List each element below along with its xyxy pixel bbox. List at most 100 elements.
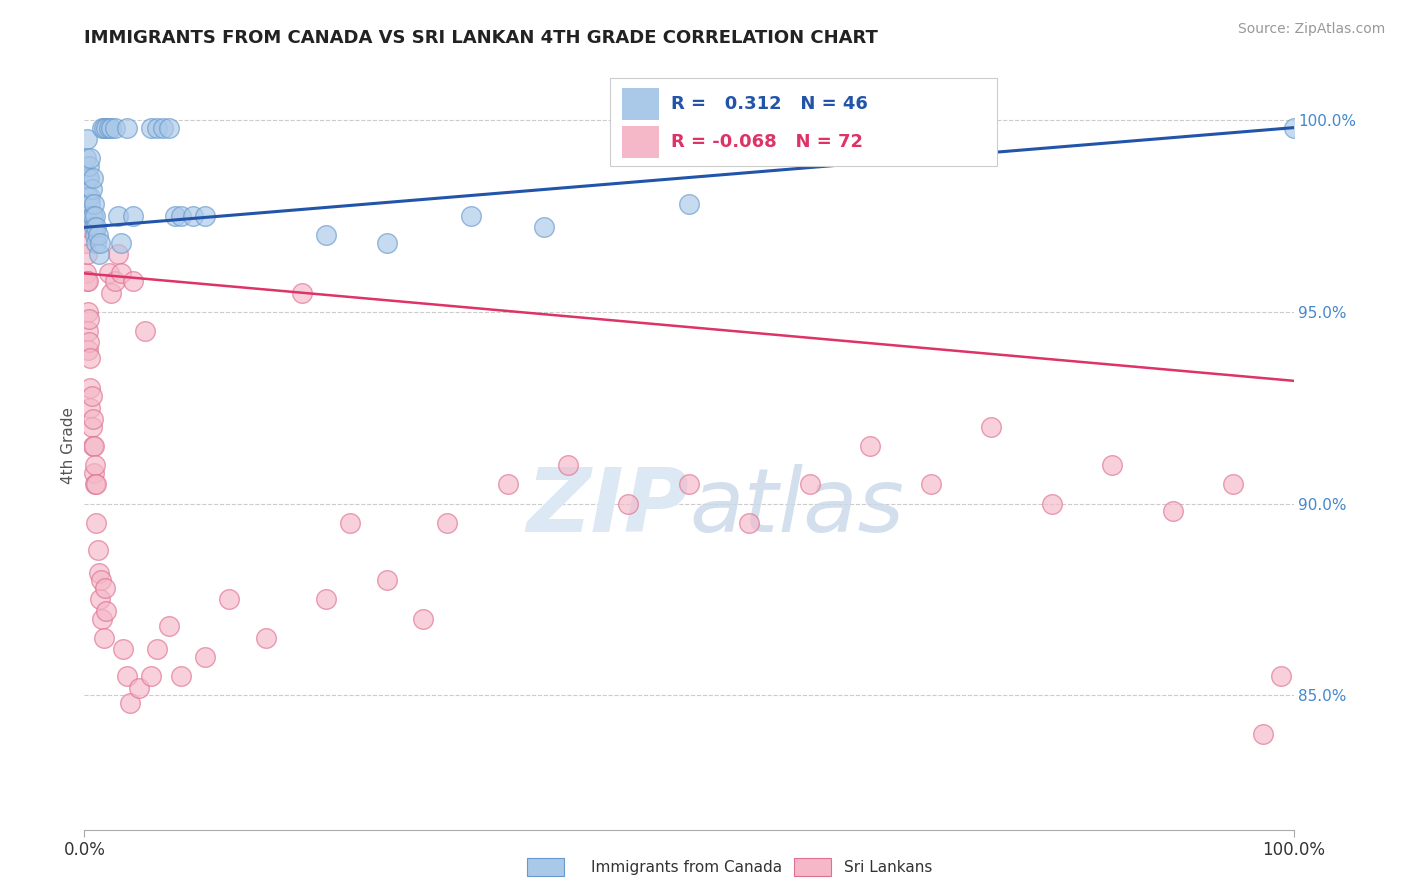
Point (77, 189, 100, 203)
Point (77, 170, 100, 185)
Point (86, 235, 108, 250)
Point (83, 197, 105, 211)
FancyBboxPatch shape (610, 78, 997, 166)
Point (75, 266, 97, 280)
Point (77, 170, 100, 185)
Point (181, 209, 204, 223)
Point (678, 197, 700, 211)
Point (496, 477, 519, 491)
Point (77, 159, 100, 173)
Point (83, 220, 105, 235)
Point (84, 458, 107, 472)
Point (80, 419, 103, 434)
Point (139, 669, 162, 683)
Point (107, 209, 129, 223)
Point (84, 227, 107, 242)
Point (254, 631, 277, 645)
Point (1222, 477, 1244, 491)
Point (121, 274, 143, 288)
Point (104, 120, 127, 135)
Point (120, 696, 142, 710)
Point (128, 681, 150, 695)
Point (77, 335, 100, 350)
Point (315, 227, 337, 242)
Point (115, 120, 138, 135)
Point (77, 324, 100, 338)
Point (90, 573, 112, 587)
Point (79, 351, 101, 365)
Point (557, 458, 579, 472)
Point (94, 120, 117, 135)
Point (76, 247, 98, 261)
Point (799, 477, 821, 491)
Point (86, 477, 108, 491)
Point (80, 209, 103, 223)
Point (77, 274, 100, 288)
Point (79, 189, 101, 203)
Point (1040, 496, 1063, 510)
Point (97, 266, 120, 280)
Point (980, 419, 1002, 434)
Point (157, 120, 180, 135)
Point (436, 516, 458, 530)
Point (82, 209, 104, 223)
Point (80, 182, 103, 196)
Point (91, 120, 114, 135)
Point (84, 477, 107, 491)
Point (87, 247, 110, 261)
Point (146, 642, 169, 657)
Point (110, 235, 132, 250)
Point (75, 235, 97, 250)
Point (82, 439, 104, 453)
Point (165, 209, 187, 223)
Point (170, 209, 193, 223)
Point (79, 401, 101, 415)
Point (104, 274, 127, 288)
Point (1101, 458, 1123, 472)
Point (83, 466, 105, 480)
Point (86, 516, 108, 530)
Point (460, 209, 482, 223)
Point (315, 592, 337, 607)
Point (134, 324, 156, 338)
Point (97, 120, 120, 135)
Point (859, 439, 882, 453)
Text: R =   0.312   N = 46: R = 0.312 N = 46 (671, 95, 868, 113)
Point (86, 220, 108, 235)
Point (87, 566, 110, 580)
Point (89, 592, 111, 607)
Point (1161, 504, 1184, 518)
Point (1270, 669, 1292, 683)
Point (91, 611, 114, 625)
Text: ZIP: ZIP (526, 464, 689, 551)
Text: atlas: atlas (689, 465, 904, 550)
Point (100, 120, 122, 135)
Point (678, 477, 700, 491)
Point (86, 227, 108, 242)
Point (79, 381, 101, 395)
Text: Sri Lankans: Sri Lankans (844, 860, 932, 874)
Point (110, 266, 132, 280)
Point (1282, 120, 1305, 135)
Point (93, 631, 115, 645)
Point (75, 209, 97, 223)
Point (194, 649, 217, 664)
Point (94, 604, 117, 618)
Point (375, 573, 398, 587)
Point (79, 151, 101, 165)
Point (75, 151, 97, 165)
Point (86, 542, 108, 557)
Point (115, 669, 138, 683)
Point (617, 496, 640, 510)
Point (93, 120, 115, 135)
Point (920, 477, 942, 491)
Point (94, 581, 117, 595)
Text: Source: ZipAtlas.com: Source: ZipAtlas.com (1237, 22, 1385, 37)
Point (89, 235, 111, 250)
Text: IMMIGRANTS FROM CANADA VS SRI LANKAN 4TH GRADE CORRELATION CHART: IMMIGRANTS FROM CANADA VS SRI LANKAN 4TH… (84, 29, 879, 47)
Point (112, 642, 135, 657)
Point (107, 247, 129, 261)
Point (76, 274, 98, 288)
Point (80, 389, 103, 403)
Point (291, 285, 314, 300)
